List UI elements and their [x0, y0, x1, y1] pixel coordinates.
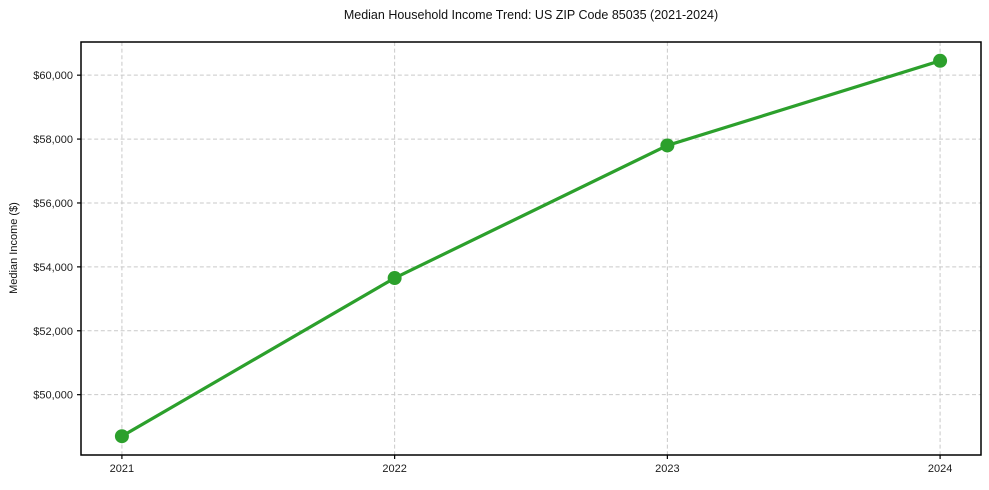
- data-point-2024: [933, 53, 948, 68]
- data-point-2023: [660, 138, 675, 153]
- x-tick-label: 2024: [928, 463, 952, 475]
- y-tick-label: $50,000: [33, 390, 73, 402]
- trend-line: [120, 59, 942, 438]
- y-tick-label: $56,000: [33, 198, 73, 210]
- data-point-2022: [387, 271, 402, 286]
- plot-border: [80, 41, 982, 456]
- x-tick-label: 2021: [110, 463, 134, 475]
- y-tick-label: $52,000: [33, 326, 73, 338]
- data-point-2021: [114, 429, 129, 444]
- y-tick-label: $54,000: [33, 262, 73, 274]
- chart-title: Median Household Income Trend: US ZIP Co…: [343, 8, 719, 22]
- x-tick-label: 2023: [655, 463, 679, 475]
- x-tick-label: 2022: [382, 463, 406, 475]
- y-tick-label: $60,000: [33, 70, 73, 82]
- y-tick-label: $58,000: [33, 134, 73, 146]
